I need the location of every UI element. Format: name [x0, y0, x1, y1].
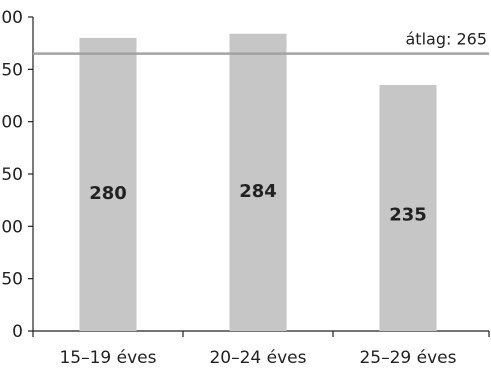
y-tick-label: 250: [0, 60, 23, 80]
y-tick-label: 0: [12, 322, 23, 342]
data-labels: 280 284 235: [89, 181, 427, 225]
y-tick-label: 300: [0, 8, 23, 28]
y-axis: 0 50 100 150 200 250 300: [0, 8, 34, 342]
bar-2: [229, 33, 287, 331]
x-tick-label: 20–24 éves: [209, 348, 306, 368]
y-tick-label: 150: [0, 165, 23, 185]
data-label: 284: [239, 181, 277, 202]
bar-1: [79, 37, 137, 331]
reference-line-group: átlag: 265: [33, 30, 489, 55]
x-axis: 15–19 éves 20–24 éves 25–29 éves: [32, 330, 490, 368]
y-tick-label: 200: [0, 113, 23, 133]
data-label: 280: [89, 183, 127, 204]
bars: [79, 33, 437, 332]
x-tick-label: 25–29 éves: [359, 348, 456, 368]
data-label: 235: [389, 204, 427, 225]
y-tick-label: 100: [0, 217, 23, 237]
average-label: átlag: 265: [406, 30, 488, 49]
x-tick-label: 15–19 éves: [59, 348, 156, 368]
y-tick-label: 50: [1, 270, 23, 290]
bar-3: [379, 85, 437, 332]
